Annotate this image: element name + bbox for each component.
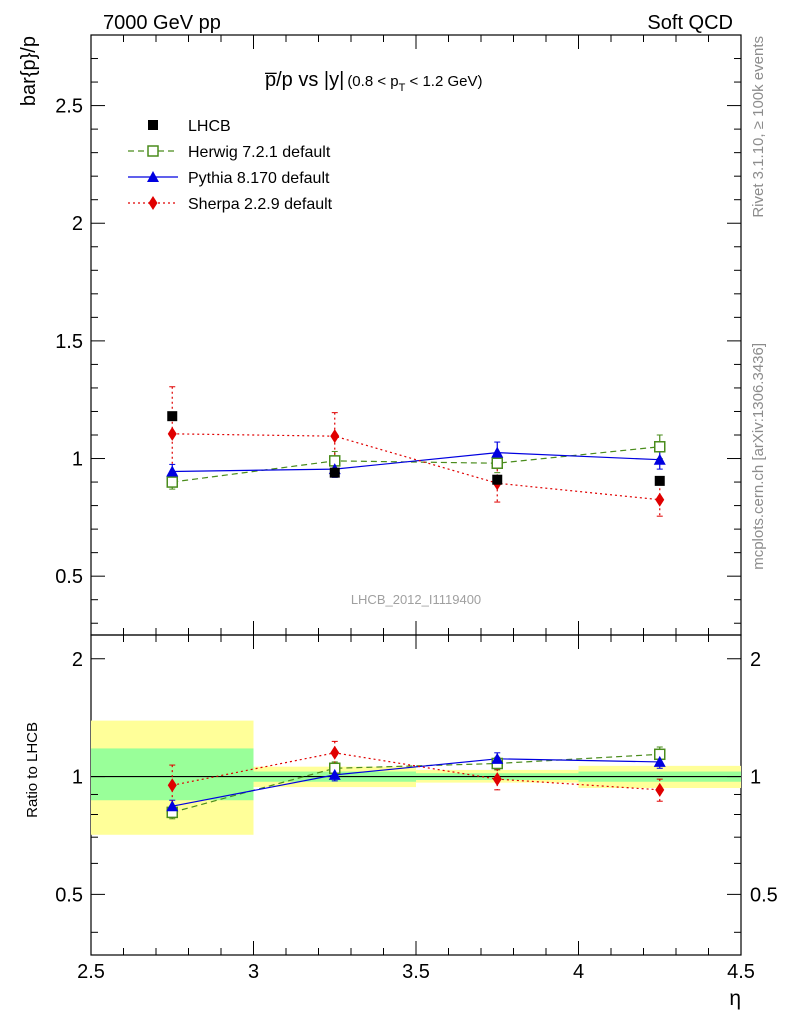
header-process-label: Soft QCD xyxy=(647,12,733,34)
pythia-point xyxy=(653,453,666,465)
chart-title-sub-end: < 1.2 GeV) xyxy=(405,73,482,90)
main-series xyxy=(166,386,666,517)
pythia-point xyxy=(491,446,504,458)
chart-title: p̅/p vs |y| (0.8 < pT < 1.2 GeV) xyxy=(265,69,483,94)
ratio-y-axis-label: Ratio to LHCB xyxy=(24,722,41,818)
y-tick-label: 2 xyxy=(72,213,83,235)
chart-title-sub: (0.8 < p xyxy=(347,73,398,90)
pythia-ratio-point xyxy=(653,755,666,767)
legend-entry: Pythia 8.170 default xyxy=(188,170,330,187)
herwig-point xyxy=(654,441,666,453)
legend-marker xyxy=(147,145,159,157)
mcplots-label: mcplots.cern.ch [arXiv:1306.3436] xyxy=(750,343,767,570)
sherpa-ratio-point xyxy=(330,745,340,760)
legend-entry: Herwig 7.2.1 default xyxy=(188,144,331,161)
x-tick-label: 4 xyxy=(573,961,584,983)
sherpa-ratio-point xyxy=(655,782,665,797)
sherpa-line xyxy=(172,433,660,501)
sherpa-ratio-point xyxy=(492,772,502,787)
ratio-y-tick-label-right: 1 xyxy=(750,767,761,789)
ratio-y-tick-label: 1 xyxy=(72,767,83,789)
y-tick-label: 2.5 xyxy=(55,96,83,118)
ratio-y-tick-label: 2 xyxy=(72,649,83,671)
chart-title-sub-index: T xyxy=(399,82,406,94)
x-tick-label: 4.5 xyxy=(727,961,755,983)
sherpa-point xyxy=(167,426,177,441)
herwig-point xyxy=(491,457,503,469)
legend-entry: LHCB xyxy=(188,118,231,135)
lhcb-data-point xyxy=(167,411,178,422)
y-tick-label: 1 xyxy=(72,449,83,471)
axes: 2.5 3 3.5 4 4.5 0.5 1 1.5 2 2.5 0.5 0.5 1 1 2 2 xyxy=(55,34,778,983)
x-tick-label: 3 xyxy=(248,961,259,983)
ratio-y-tick-label: 0.5 xyxy=(55,884,83,906)
pythia-ratio-point xyxy=(491,752,504,764)
pythia-ratio-point xyxy=(328,768,341,780)
pythia-point xyxy=(166,465,179,477)
analysis-label: LHCB_2012_I1119400 xyxy=(351,592,481,607)
sherpa-point xyxy=(330,429,340,444)
y-tick-label: 0.5 xyxy=(55,566,83,588)
ratio-y-tick-label-right: 2 xyxy=(750,649,761,671)
pythia-line xyxy=(172,452,660,473)
lhcb-data-point xyxy=(329,467,340,478)
lhcb-data-point xyxy=(654,475,665,486)
x-tick-label: 3.5 xyxy=(402,961,430,983)
y-tick-label: 1.5 xyxy=(55,331,83,353)
chart-title-main: p̅/p vs |y| xyxy=(265,69,344,91)
pythia-ratio-line xyxy=(172,758,660,807)
legend-entry: Sherpa 2.2.9 default xyxy=(188,196,333,213)
pythia-ratio-point xyxy=(166,800,179,812)
ratio-series xyxy=(166,740,666,820)
x-tick-label: 2.5 xyxy=(77,961,105,983)
legend-marker xyxy=(148,120,158,130)
ratio-band-inner xyxy=(91,748,254,801)
sherpa-point xyxy=(655,492,665,507)
ratio-uncertainty-bands xyxy=(91,720,741,835)
ratio-y-tick-label-right: 0.5 xyxy=(750,884,778,906)
sherpa-ratio-line xyxy=(172,752,660,791)
x-axis-label: η xyxy=(729,987,741,1010)
legend: LHCB Herwig 7.2.1 default Pythia 8.170 def… xyxy=(128,118,333,213)
header-collision-label: 7000 GeV pp xyxy=(103,12,221,34)
rivet-version-label: Rivet 3.1.10, ≥ 100k events xyxy=(750,36,767,218)
herwig-line xyxy=(172,446,660,483)
legend-marker xyxy=(147,171,159,182)
herwig-point xyxy=(166,476,178,488)
sherpa-ratio-point xyxy=(167,778,177,793)
lhcb-data-point xyxy=(492,474,503,485)
legend-marker xyxy=(148,196,158,210)
y-axis-label: bar{p}/p xyxy=(18,36,40,106)
